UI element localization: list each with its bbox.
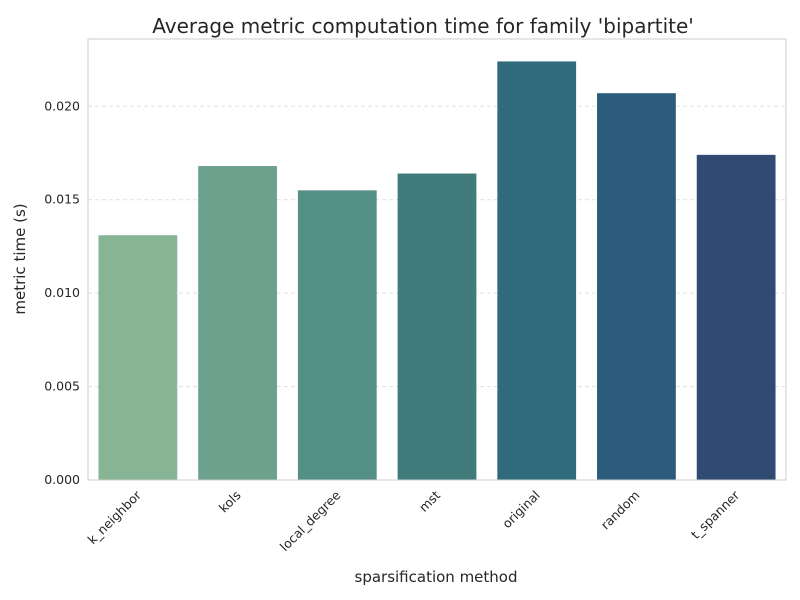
y-tick-label: 0.020 — [44, 98, 80, 113]
y-tick-label: 0.010 — [44, 285, 80, 300]
bar-t-spanner — [696, 154, 776, 480]
bar-random — [597, 93, 676, 481]
bar-kols — [198, 166, 277, 480]
y-tick-label: 0.005 — [44, 379, 80, 394]
x-tick-label: t_spanner — [688, 487, 743, 542]
y-tick-label: 0.015 — [44, 192, 80, 207]
y-tick-label: 0.000 — [44, 472, 80, 487]
x-tick-label: kols — [216, 488, 244, 516]
bar-mst — [397, 173, 477, 481]
x-tick-label: k_neighbor — [84, 487, 144, 547]
bar-original — [497, 61, 577, 480]
x-tick-label: random — [598, 488, 643, 533]
x-tick-label: original — [499, 488, 543, 532]
plot-frame — [87, 38, 787, 481]
bars — [98, 61, 776, 481]
x-axis-label: sparsification method — [355, 568, 518, 586]
x-axis-ticks: k_neighbor kols local_degree mst original ran… — [84, 487, 742, 554]
chart-title: Average metric computation time for fami… — [152, 14, 694, 38]
bar-local-degree — [297, 190, 377, 480]
x-tick-label: mst — [416, 487, 443, 514]
x-tick-label: local_degree — [277, 487, 344, 554]
bar-k-neighbor — [98, 235, 178, 480]
y-axis-label: metric time (s) — [11, 203, 29, 314]
y-axis-ticks: 0.000 0.005 0.010 0.015 0.020 — [44, 98, 80, 487]
